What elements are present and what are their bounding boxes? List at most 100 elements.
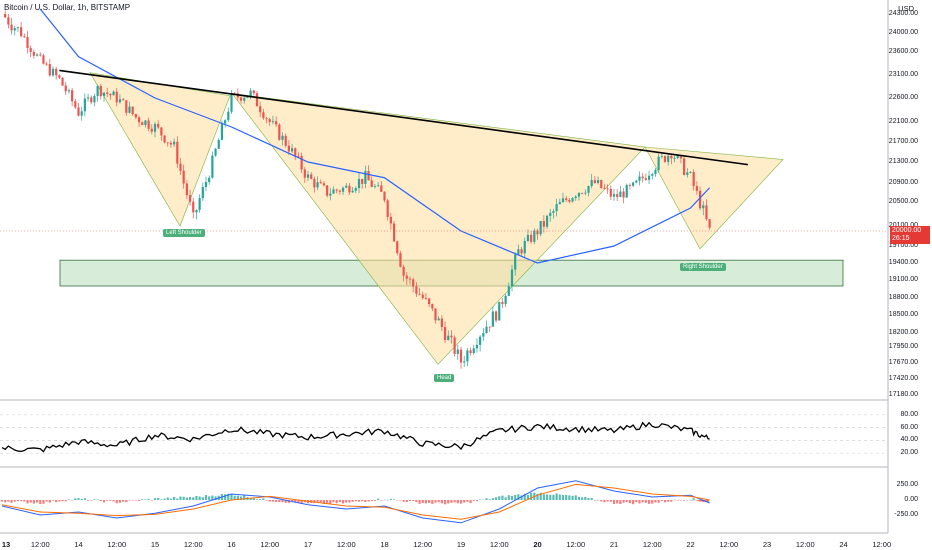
- macd-histogram-bar: [507, 495, 510, 500]
- candle-up: [587, 186, 590, 193]
- macd-histogram-bar: [7, 500, 10, 502]
- macd-histogram-bar: [456, 500, 459, 504]
- macd-histogram-bar: [300, 500, 303, 504]
- macd-histogram-bar: [102, 500, 106, 503]
- candle-down: [7, 17, 10, 25]
- signal-line: [1, 483, 710, 520]
- macd-histogram-bar: [555, 493, 558, 500]
- macd-histogram-bar: [128, 500, 131, 501]
- macd-histogram-bar: [182, 496, 185, 500]
- candle-down: [20, 27, 23, 37]
- candle-up: [217, 139, 220, 149]
- macd-histogram-bar: [179, 496, 182, 500]
- macd-histogram-bar: [74, 498, 77, 500]
- candle-up: [204, 182, 208, 188]
- candle-up: [549, 212, 552, 216]
- macd-histogram-bar: [606, 500, 609, 502]
- macd-histogram-bar: [542, 494, 545, 500]
- macd-histogram-bar: [281, 500, 284, 503]
- candle-up: [173, 141, 176, 145]
- time-tick-label: 23: [762, 540, 772, 549]
- macd-axis[interactable]: 250.00 0.00 -250.00: [890, 466, 932, 530]
- candle-down: [565, 198, 568, 201]
- macd-histogram-bar: [90, 500, 93, 501]
- candle-down: [628, 184, 632, 186]
- macd-histogram-bar: [335, 500, 338, 504]
- price-tick-label: 22100.00: [888, 118, 918, 125]
- candle-down: [122, 99, 125, 101]
- candle-up: [51, 68, 55, 76]
- candle-up: [466, 350, 469, 362]
- candle-down: [644, 178, 647, 180]
- candle-up: [498, 301, 501, 321]
- macd-histogram-bar: [539, 492, 542, 500]
- macd-histogram-bar: [233, 495, 236, 500]
- macd-histogram-bar: [679, 500, 683, 501]
- candle-down: [45, 63, 48, 65]
- candle-up: [558, 202, 561, 205]
- bar-countdown: 26:15: [892, 235, 910, 242]
- macd-histogram-bar: [163, 498, 166, 500]
- macd-histogram-bar: [13, 500, 16, 502]
- candle-down: [137, 117, 141, 123]
- macd-histogram-bar: [39, 500, 42, 504]
- macd-histogram-bar: [332, 500, 335, 503]
- macd-histogram-bar: [249, 498, 252, 500]
- macd-histogram-bar: [367, 500, 370, 502]
- macd-histogram-bar: [45, 500, 48, 502]
- candle-down: [530, 234, 533, 242]
- macd-histogram-bar: [491, 498, 494, 500]
- rsi-axis[interactable]: 80.00 60.00 40.00 20.00: [890, 400, 932, 466]
- candle-down: [641, 176, 644, 179]
- candle-down: [157, 123, 160, 128]
- macd-histogram-bar: [58, 500, 61, 502]
- candle-up: [364, 170, 367, 184]
- candle-down: [418, 293, 421, 295]
- candle-up: [472, 348, 475, 354]
- candle-down: [568, 200, 571, 202]
- candle-up: [539, 220, 542, 235]
- candle-down: [501, 301, 504, 304]
- macd-histogram-bar: [581, 497, 584, 500]
- candle-up: [271, 121, 275, 123]
- price-tick-label: 19400.00: [888, 259, 918, 266]
- macd-histogram-bar: [252, 498, 255, 500]
- candle-down: [275, 121, 278, 125]
- candle-down: [431, 304, 434, 309]
- candle-down: [125, 100, 128, 113]
- macd-histogram-bar: [635, 500, 638, 503]
- candle-down: [61, 77, 64, 86]
- candle-up: [201, 187, 204, 199]
- macd-histogram-bar: [294, 500, 297, 503]
- macd-histogram-bar: [345, 500, 348, 503]
- macd-histogram-bar: [122, 500, 125, 502]
- macd-histogram-bar: [361, 500, 364, 502]
- candle-up: [482, 333, 485, 337]
- macd-histogram-bar: [536, 493, 539, 500]
- macd-histogram-bar: [80, 498, 83, 500]
- macd-histogram-bar: [208, 496, 211, 500]
- candle-down: [284, 135, 287, 146]
- candle-up: [230, 93, 233, 112]
- candle-down: [424, 298, 428, 299]
- left-shoulder-pattern: [89, 72, 231, 227]
- candle-up: [357, 178, 361, 189]
- macd-histogram-bar: [651, 500, 654, 504]
- candle-down: [389, 216, 392, 224]
- candle-down: [536, 230, 539, 235]
- candle-down: [4, 14, 7, 18]
- candle-down: [64, 85, 67, 92]
- macd-histogram-bar: [584, 497, 587, 500]
- candle-up: [144, 120, 147, 126]
- rsi-tick-label: 80.00: [900, 410, 918, 418]
- macd-histogram-bar: [690, 500, 694, 501]
- price-axis[interactable]: 24300.00 24000.00 23600.00 23100.00 22600.00…: [888, 0, 932, 400]
- head-pattern: [231, 93, 646, 365]
- macd-histogram-bar: [561, 494, 565, 500]
- candle-down: [488, 326, 491, 328]
- macd-histogram-bar: [440, 500, 443, 504]
- price-tick-label: 22600.00: [888, 94, 918, 101]
- macd-histogram-bar: [20, 500, 23, 502]
